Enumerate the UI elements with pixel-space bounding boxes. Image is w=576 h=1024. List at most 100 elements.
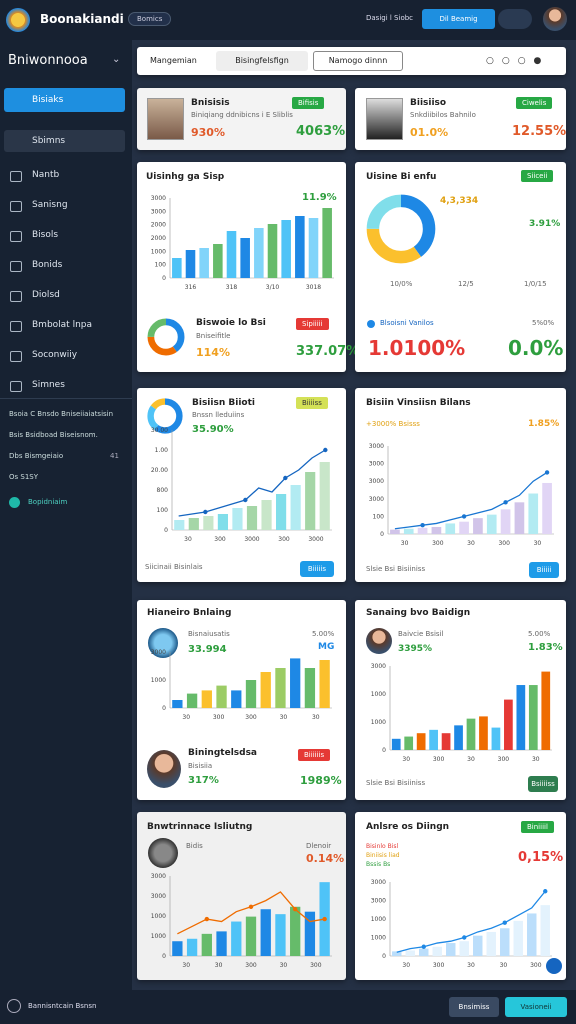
photo [366,98,403,140]
y-tick-label: 1000 [151,248,166,255]
photo [147,98,184,140]
y-tick-label: 1000 [151,933,166,940]
badge: Siiceii [521,170,554,182]
user-name: Dasigi l Siobc [366,14,414,22]
logo-icon [6,8,30,32]
bar [404,736,414,750]
footer-text: Bannisntcain Bsnsn [28,1002,97,1010]
y-tick-label: 0 [382,953,386,960]
image [148,628,178,658]
bar [528,685,538,750]
y-tick-label: 3000 [369,461,384,468]
tab[interactable]: Bisingfelsfign [216,51,308,71]
fab[interactable] [546,958,562,974]
search-label: Sbimns [32,136,66,146]
line-point [292,907,298,912]
bar [305,472,316,530]
x-label: 1/0/15 [524,280,547,288]
y-tick-label: 3000 [151,195,166,202]
bar [232,508,243,530]
sub-text: Bisisiia [188,762,213,770]
y-tick-label: 3000 [369,496,384,503]
line [178,449,326,517]
tab[interactable]: Mangemian [150,56,197,65]
bar-chart: 3000 1000 0 30 300 300 30 30 [151,649,332,721]
y-tick-label: 3000 [151,893,166,900]
nav-item[interactable]: Bisols [32,230,59,240]
bar [260,909,271,956]
footer-button[interactable]: Bnsimiss [449,997,499,1017]
nav-item[interactable]: Bonids [32,260,63,270]
x-tick-label: 30 [402,756,410,763]
x-tick-label: 30 [182,714,190,721]
bar [540,905,550,956]
x-tick-label: 30 [402,962,410,969]
nav-item[interactable]: Diolsd [32,290,60,300]
card-value: 0,15% [518,850,564,865]
bar [466,718,476,750]
nav-icon [10,321,22,332]
avatar [366,628,392,654]
tag: MG [318,642,335,652]
card-title: Uisine Bi enfu [366,172,437,182]
active-item[interactable] [4,88,125,112]
nav-item[interactable]: Soconwiiy [32,350,78,360]
toolbar-icons[interactable]: ○○○● [486,56,550,66]
bar [431,526,442,534]
x-tick-label: 300 [213,714,225,721]
dropdown[interactable]: Namogo dinnn [313,51,403,71]
bar [514,502,525,534]
bar-chart: 3000 1000 1000 0 30 300 30 300 30 [371,663,552,763]
nav-item[interactable]: Simnes [32,380,65,390]
donut-segment [147,318,185,356]
y-tick-label: 3000 [371,879,386,886]
y-tick-label: 1000 [371,691,386,698]
x-tick-label: 3018 [306,284,321,291]
search-button[interactable] [498,9,532,29]
nav-item[interactable]: Nantb [32,170,60,180]
bar [445,523,456,534]
bar [185,250,196,278]
card-button[interactable]: Bsiiiiss [528,776,558,792]
card-button[interactable]: Biiiiis [300,561,334,577]
user-avatar[interactable] [543,7,567,31]
card-subtitle: Biniqiang ddnibicns i E Sliblis [191,111,293,119]
y-tick-label: 1000 [371,719,386,726]
sidebar [0,40,132,990]
badge[interactable]: Bomics [128,12,172,26]
header-button[interactable]: Dil Beamig [422,9,495,29]
footer-button[interactable]: Vasioneii [505,997,567,1017]
nav-item[interactable]: Bmbolat lnpa [32,320,92,330]
bar [290,906,301,956]
line-point [544,470,550,475]
card-title: Bisiin Vinsiisn Bilans [366,398,471,408]
x-tick-label: 300 [310,962,322,969]
card-title: Biisiiso [410,98,447,108]
bar [322,208,332,278]
donut-segment [147,398,183,434]
bar [405,950,415,956]
search[interactable] [4,130,125,152]
note: Os S1SY [9,473,38,481]
bar-line-chart: 3000 3000 1000 1000 0 30 300 30 30 300 [371,879,552,969]
card-title: Sanaing bvo Baidign [366,608,471,618]
bar [391,738,401,750]
link[interactable]: Bopidniaim [28,498,68,506]
card-button[interactable]: Biiiii [529,562,559,578]
y-tick-label: 0 [162,953,166,960]
card-title: Hianeiro Bnlaing [147,608,232,618]
chevron[interactable]: ⌄ [112,54,121,65]
bar [290,485,301,530]
bar [454,725,463,750]
nav-item[interactable]: Sanisng [32,200,68,210]
bar [188,518,199,530]
y-tick-label: 2000 [151,235,166,242]
x-tick-label: 300 [432,540,444,547]
y-tick-label: 3000 [151,649,166,656]
x-tick-label: 30 [182,962,190,969]
y-tick-label: 100 [155,262,167,269]
bar [275,668,286,708]
bar [416,733,426,750]
x-tick-label: 30 [534,540,542,547]
